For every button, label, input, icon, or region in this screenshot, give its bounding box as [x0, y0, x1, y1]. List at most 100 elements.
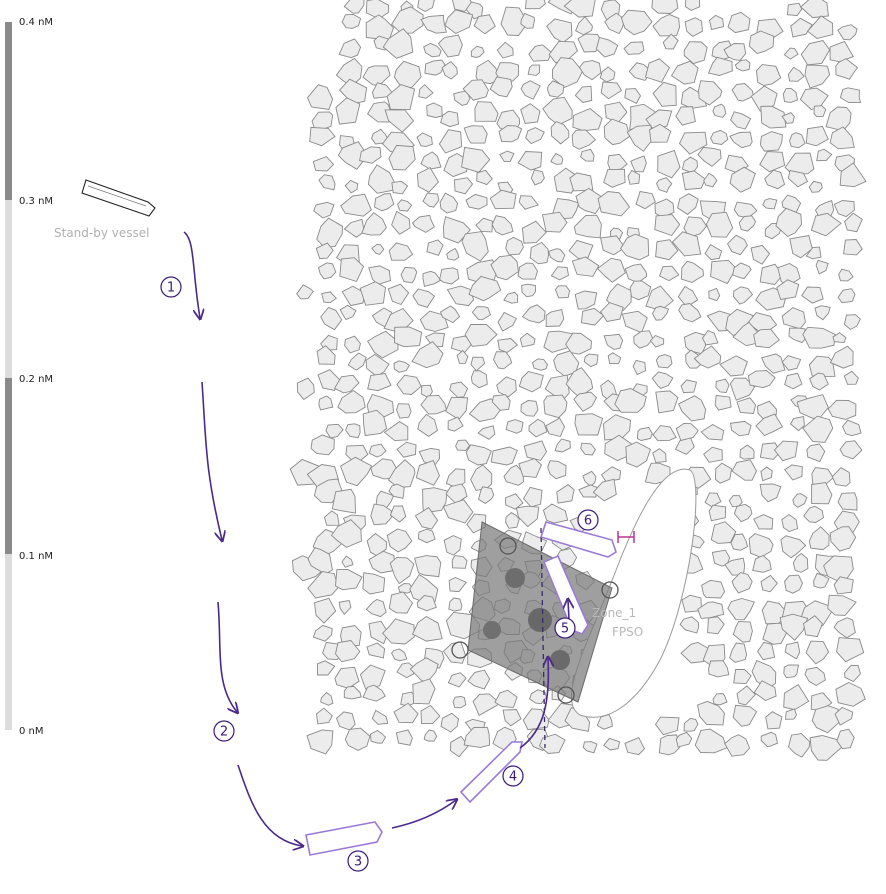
- ice-floe: [747, 370, 776, 389]
- ice-floe: [465, 444, 492, 466]
- ice-floe: [813, 105, 827, 118]
- ice-floe: [423, 42, 442, 58]
- ice-floe: [729, 642, 748, 663]
- ice-floe: [365, 599, 387, 618]
- ice-floe: [423, 729, 438, 742]
- ice-floe: [307, 571, 339, 599]
- ice-floe: [530, 169, 545, 186]
- ice-floe: [503, 464, 524, 486]
- ice-floe: [751, 660, 777, 690]
- ice-floe: [623, 41, 645, 55]
- ice-floe: [829, 126, 855, 150]
- ice-floe: [521, 283, 536, 298]
- ice-floe: [330, 519, 362, 548]
- ice-floe: [320, 691, 334, 706]
- ice-floe: [764, 169, 786, 190]
- ice-floe: [520, 80, 541, 100]
- ice-floe: [683, 717, 699, 732]
- ice-floe: [603, 333, 624, 350]
- ice-floe: [416, 132, 433, 147]
- ice-floe: [542, 503, 569, 524]
- ice-floe: [712, 103, 727, 118]
- ice-floe: [309, 126, 336, 147]
- ice-floe: [729, 131, 753, 149]
- ice-floe: [802, 615, 823, 638]
- ice-floe: [341, 13, 362, 29]
- ice-floe: [805, 125, 829, 147]
- ice-floe: [604, 101, 628, 123]
- ice-floe: [461, 146, 491, 173]
- ice-floe: [681, 260, 704, 283]
- ice-floe: [787, 733, 811, 758]
- ice-floe: [710, 521, 737, 544]
- ice-floe: [520, 103, 541, 124]
- svg-text:5: 5: [561, 622, 569, 637]
- ice-floe: [556, 484, 575, 504]
- ice-floe: [416, 167, 440, 193]
- ice-floe: [645, 109, 673, 131]
- ice-floe: [475, 59, 501, 85]
- step-marker-2: 2: [213, 720, 235, 742]
- ice-floe: [655, 177, 673, 193]
- ice-floe: [651, 305, 670, 321]
- ice-floe: [654, 716, 680, 736]
- ice-floe: [397, 583, 413, 594]
- ice-floe: [732, 704, 758, 727]
- ice-floe: [729, 166, 756, 193]
- ice-floe: [815, 259, 829, 275]
- ice-floe: [833, 617, 856, 639]
- ice-floe: [829, 526, 857, 552]
- ice-floe: [366, 642, 386, 659]
- ice-floe: [596, 257, 626, 283]
- ice-floe: [443, 535, 462, 556]
- ice-floe: [316, 707, 333, 725]
- ice-floe: [367, 164, 396, 194]
- ice-floe: [675, 422, 699, 442]
- ice-floe: [753, 328, 780, 349]
- ice-floe: [785, 708, 797, 720]
- ice-floe: [318, 174, 336, 191]
- ice-floe: [595, 36, 619, 58]
- step-marker-3: 3: [347, 850, 369, 872]
- ice-floe: [565, 332, 592, 355]
- ice-floe: [531, 358, 549, 371]
- ice-floe: [732, 262, 752, 279]
- ice-floe: [712, 693, 728, 706]
- ice-floe: [439, 305, 461, 324]
- ice-floe: [491, 394, 511, 411]
- ice-floe: [396, 662, 415, 679]
- ice-floe: [367, 330, 399, 359]
- ice-floe: [411, 341, 444, 369]
- ice-floe: [445, 483, 468, 505]
- ice-floe: [337, 141, 365, 170]
- ice-floe: [802, 415, 834, 443]
- ice-floe: [835, 681, 866, 707]
- ice-floe: [439, 267, 460, 285]
- ice-floe: [787, 66, 805, 82]
- ice-floe: [523, 440, 548, 461]
- ice-floe: [339, 257, 365, 283]
- ice-floe: [836, 728, 855, 750]
- ice-floe: [396, 374, 422, 395]
- ice-floe: [388, 242, 414, 261]
- ice-floe: [843, 370, 859, 385]
- ice-floe: [366, 532, 388, 557]
- ice-floe: [391, 6, 424, 34]
- ice-floe: [651, 0, 679, 14]
- ice-floe: [317, 369, 341, 392]
- scale-label-0-3: 0.3 nM: [19, 196, 54, 207]
- ice-floe: [783, 683, 810, 711]
- ice-floe: [705, 211, 734, 238]
- ice-floe: [773, 440, 799, 462]
- svg-text:6: 6: [584, 514, 592, 529]
- ice-floe: [739, 444, 755, 460]
- ice-floe: [829, 345, 854, 369]
- ice-floe: [678, 131, 708, 155]
- ice-floe: [439, 192, 459, 214]
- ice-floe: [525, 127, 545, 145]
- ice-floe: [470, 370, 488, 389]
- ice-floe: [809, 372, 829, 391]
- ice-floe: [654, 214, 681, 237]
- ice-floe: [592, 478, 617, 502]
- ice-floe: [727, 598, 755, 621]
